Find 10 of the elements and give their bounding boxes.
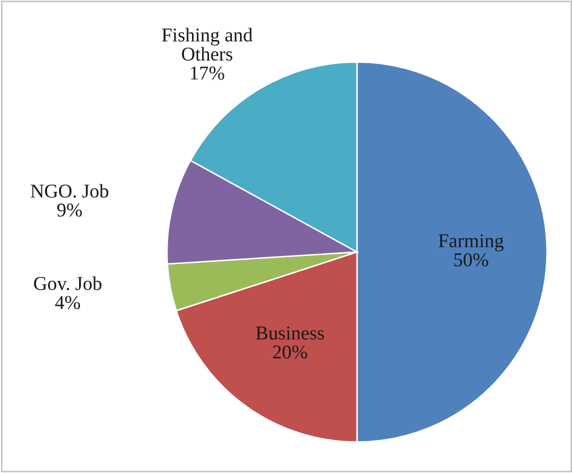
data-label: 4% (55, 296, 80, 310)
data-label: 17% (190, 66, 224, 80)
slice-label: Fishing and Others (162, 28, 252, 61)
data-label: 9% (57, 204, 82, 217)
slice-label: NGO. Job (30, 184, 108, 198)
slice-label: Farming (438, 234, 504, 252)
slice-label: Gov. Job (34, 276, 102, 290)
data-label: 50% (454, 253, 488, 266)
data-label: 20% (273, 345, 308, 359)
slice-label: Business (256, 326, 324, 340)
